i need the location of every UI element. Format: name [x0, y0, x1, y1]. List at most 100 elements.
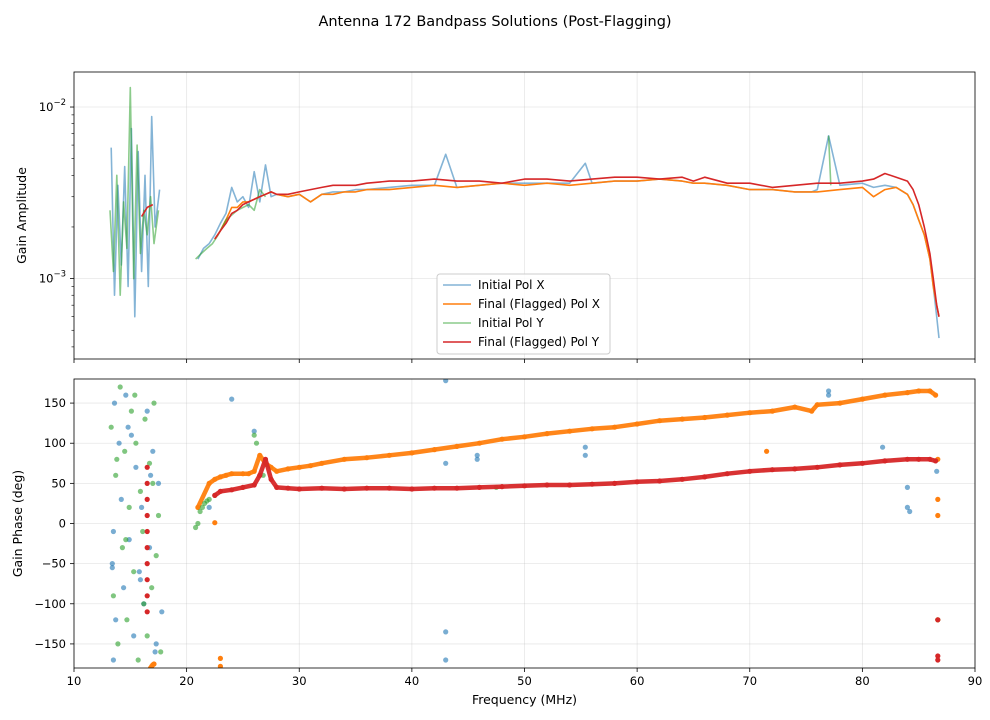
phase-point-final-flagged-pol-x [212, 520, 218, 526]
phase-point-final-flagged-pol-y [144, 512, 150, 519]
amplitude-series-initial-pol-x [110, 115, 940, 339]
phase-point-initial-pol-y [114, 456, 120, 462]
phase-point-initial-pol-y [131, 569, 137, 575]
phase-point-initial-pol-y [155, 512, 162, 519]
phase-point-initial-pol-x [229, 396, 235, 402]
phase-point-initial-pol-x [110, 657, 116, 663]
phase-y-tick-label: −150 [34, 637, 66, 651]
phase-point-initial-pol-x [113, 617, 119, 623]
amplitude-series-group [109, 86, 940, 339]
phase-point-final-flagged-pol-x [935, 512, 941, 519]
phase-point-initial-pol-x [904, 504, 911, 510]
phase-point-initial-pol-x [118, 496, 124, 502]
phase-point-initial-pol-y [113, 472, 119, 478]
x-tick-label: 20 [179, 674, 194, 688]
phase-point-initial-pol-x [131, 633, 137, 639]
amplitude-y-tick-label: 10−3 [39, 270, 66, 286]
phase-point-initial-pol-x [443, 629, 449, 635]
phase-point-initial-pol-y [117, 384, 123, 390]
phase-x-ticks: 10 20 30 40 50 60 70 80 90 [67, 668, 982, 688]
legend-entry-final-pol-x: Final (Flagged) Pol X [443, 297, 600, 311]
phase-point-final-flagged-pol-y [144, 464, 150, 470]
phase-point-final-flagged-pol-x [151, 661, 157, 667]
phase-point-final-flagged-pol-y [935, 617, 941, 623]
phase-point-initial-pol-y [124, 617, 130, 623]
legend-label-final-pol-x: Final (Flagged) Pol X [478, 297, 600, 311]
phase-point-initial-pol-x [251, 428, 257, 434]
phase-point-initial-pol-y [128, 408, 134, 414]
phase-point-initial-pol-x [826, 392, 832, 398]
phase-point-initial-pol-y [193, 524, 199, 531]
phase-point-initial-pol-y [119, 545, 125, 551]
phase-series-final-flagged-pol-x [148, 388, 941, 668]
phase-point-initial-pol-x [148, 472, 154, 478]
phase-point-initial-pol-y [146, 460, 153, 466]
phase-point-initial-pol-x [116, 440, 122, 446]
phase-point-initial-pol-y [195, 520, 201, 527]
x-tick-label: 40 [405, 674, 420, 688]
phase-point-initial-pol-x [137, 577, 143, 583]
legend-entry-final-pol-y: Final (Flagged) Pol Y [443, 335, 600, 349]
phase-y-axis-label: Gain Phase (deg) [10, 470, 25, 577]
amplitude-x-ticks [73, 359, 976, 363]
phase-point-final-flagged-pol-y [144, 609, 150, 615]
phase-point-final-flagged-pol-x [217, 663, 223, 668]
legend-entry-initial-pol-y: Initial Pol Y [443, 316, 544, 330]
phase-point-initial-pol-x [109, 565, 115, 571]
phase-point-initial-pol-y [197, 508, 203, 515]
phase-y-tick-label: −100 [34, 597, 66, 611]
phase-point-initial-pol-x [144, 408, 150, 414]
phase-point-final-flagged-pol-y [144, 496, 150, 502]
phase-point-initial-pol-x [907, 508, 913, 515]
phase-point-initial-pol-x [880, 444, 886, 450]
figure-title: Antenna 172 Bandpass Solutions (Post-Fla… [318, 14, 671, 30]
amplitude-panel: 10−2 10−3 Gain Amplitude Initial Pol X Fi… [14, 71, 976, 363]
phase-point-initial-pol-y [110, 593, 116, 599]
amplitude-y-axis-label: Gain Amplitude [14, 167, 29, 264]
phase-point-initial-pol-y [149, 585, 155, 591]
phase-point-initial-pol-y [108, 424, 114, 430]
phase-point-final-flagged-pol-x [217, 655, 223, 662]
phase-point-initial-pol-y [251, 432, 257, 438]
phase-grid [73, 379, 976, 668]
phase-point-final-flagged-pol-y [144, 528, 150, 535]
phase-point-final-flagged-pol-x [935, 496, 941, 502]
phase-series-final-flagged-pol-y [144, 457, 941, 663]
phase-point-initial-pol-x [474, 456, 480, 462]
phase-point-initial-pol-x [904, 484, 911, 490]
phase-y-tick-label: 0 [59, 517, 66, 531]
phase-point-initial-pol-x [582, 452, 588, 458]
legend-label-initial-pol-x: Initial Pol X [478, 278, 545, 292]
phase-point-final-flagged-pol-y [935, 653, 941, 659]
legend-entry-initial-pol-x: Initial Pol X [443, 278, 545, 292]
phase-point-initial-pol-x [133, 464, 139, 470]
amplitude-series-initial-pol-y [109, 86, 832, 296]
phase-y-tick-label: 150 [44, 396, 66, 410]
phase-point-final-flagged-pol-y [144, 561, 150, 567]
phase-point-initial-pol-x [123, 392, 129, 398]
phase-point-initial-pol-x [125, 424, 131, 430]
phase-point-final-flagged-pol-y [144, 545, 150, 551]
phase-point-final-flagged-pol-y [144, 480, 150, 486]
x-tick-label: 60 [630, 674, 645, 688]
amplitude-y-ticks: 10−2 10−3 [39, 98, 74, 348]
phase-point-initial-pol-y [199, 504, 205, 510]
phase-point-initial-pol-x [443, 460, 449, 466]
legend-label-final-pol-y: Final (Flagged) Pol Y [478, 335, 600, 349]
phase-point-initial-pol-y [253, 440, 260, 446]
amplitude-y-tick-label: 10−2 [39, 98, 66, 114]
phase-point-initial-pol-x [474, 452, 480, 458]
phase-point-initial-pol-y [135, 657, 141, 663]
phase-point-final-flagged-pol-y [935, 657, 941, 663]
phase-point-initial-pol-x [121, 585, 127, 591]
phase-series-initial-pol-x [109, 379, 940, 663]
phase-y-tick-label: 50 [51, 476, 66, 490]
phase-point-initial-pol-x [153, 641, 159, 647]
phase-point-initial-pol-y [137, 488, 143, 494]
phase-y-tick-label: −50 [42, 557, 66, 571]
phase-point-initial-pol-y [158, 649, 164, 655]
legend: Initial Pol X Final (Flagged) Pol X Init… [436, 273, 611, 355]
phase-point-initial-pol-y [140, 528, 146, 535]
